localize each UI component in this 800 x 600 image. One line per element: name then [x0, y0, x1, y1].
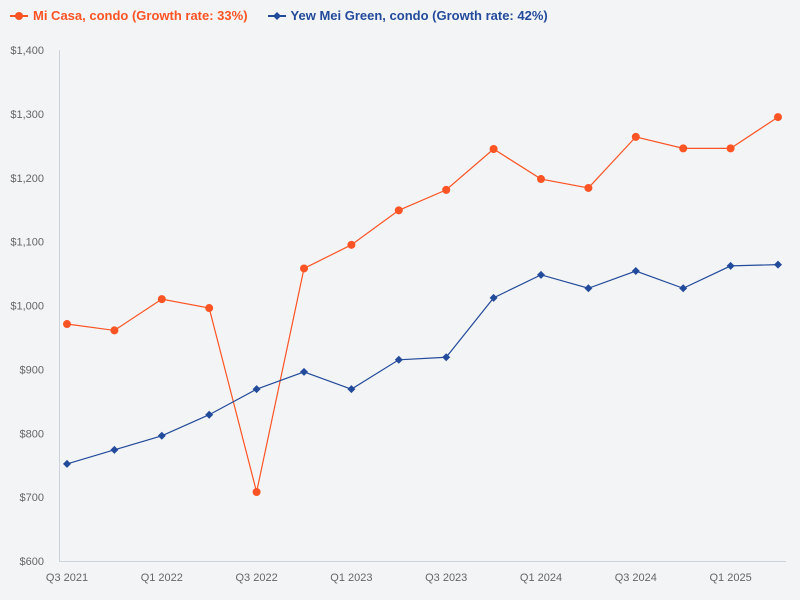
data-point	[300, 367, 308, 376]
x-tick-label: Q3 2023	[425, 572, 467, 584]
data-point	[347, 240, 356, 249]
y-tick-label: $800	[20, 428, 44, 440]
data-point	[252, 385, 261, 394]
y-tick-label: $700	[20, 492, 44, 504]
diamond-marker-icon	[267, 11, 286, 20]
data-point	[442, 353, 451, 362]
data-point	[157, 431, 166, 440]
series-line-1	[66, 264, 779, 465]
legend-item-yew-mei-green[interactable]: Yew Mei Green, condo (Growth rate: 42%)	[267, 8, 548, 23]
x-tick-label: Q1 2023	[330, 572, 372, 584]
data-point	[489, 145, 498, 154]
data-point	[205, 304, 214, 313]
data-point	[442, 185, 451, 194]
data-point	[679, 284, 688, 293]
data-point	[252, 488, 261, 497]
data-point	[631, 132, 640, 141]
x-tick-label: Q1 2024	[520, 572, 562, 584]
legend: Mi Casa, condo (Growth rate: 33%) Yew Me…	[10, 8, 548, 23]
data-point	[489, 293, 498, 302]
data-point	[774, 113, 782, 122]
data-point	[347, 385, 356, 394]
y-tick-label: $1,200	[10, 173, 44, 185]
x-tick-label: Q1 2022	[141, 572, 183, 584]
data-point	[300, 264, 308, 273]
legend-item-mi-casa[interactable]: Mi Casa, condo (Growth rate: 33%)	[10, 8, 248, 23]
x-tick-label: Q3 2024	[615, 572, 657, 584]
y-tick-label: $900	[20, 364, 44, 376]
data-point	[537, 270, 545, 279]
legend-label: Yew Mei Green, condo (Growth rate: 42%)	[290, 8, 548, 23]
y-tick-label: $600	[20, 556, 44, 568]
data-point	[584, 284, 593, 293]
data-point	[394, 206, 403, 215]
data-point	[679, 144, 688, 153]
x-tick-label: Q3 2022	[235, 572, 277, 584]
data-point	[63, 320, 71, 329]
data-point	[537, 175, 545, 184]
circle-marker-icon	[10, 11, 28, 20]
data-point	[631, 267, 640, 276]
x-tick-label: Q3 2021	[46, 572, 88, 584]
y-tick-label: $1,300	[10, 109, 44, 121]
data-point	[394, 355, 403, 364]
legend-label: Mi Casa, condo (Growth rate: 33%)	[33, 8, 248, 23]
data-point	[157, 295, 166, 304]
series-line-0	[66, 116, 779, 493]
y-tick-label: $1,400	[10, 45, 44, 57]
data-point	[63, 459, 71, 468]
data-point	[110, 326, 119, 335]
data-point	[584, 183, 593, 192]
data-point	[726, 261, 735, 270]
y-tick-label: $1,000	[10, 301, 44, 313]
x-tick-label: Q1 2025	[709, 572, 751, 584]
y-tick-label: $1,100	[10, 237, 44, 249]
data-point	[726, 144, 735, 153]
data-point	[205, 410, 214, 419]
data-point	[774, 260, 782, 269]
data-point	[110, 445, 119, 454]
